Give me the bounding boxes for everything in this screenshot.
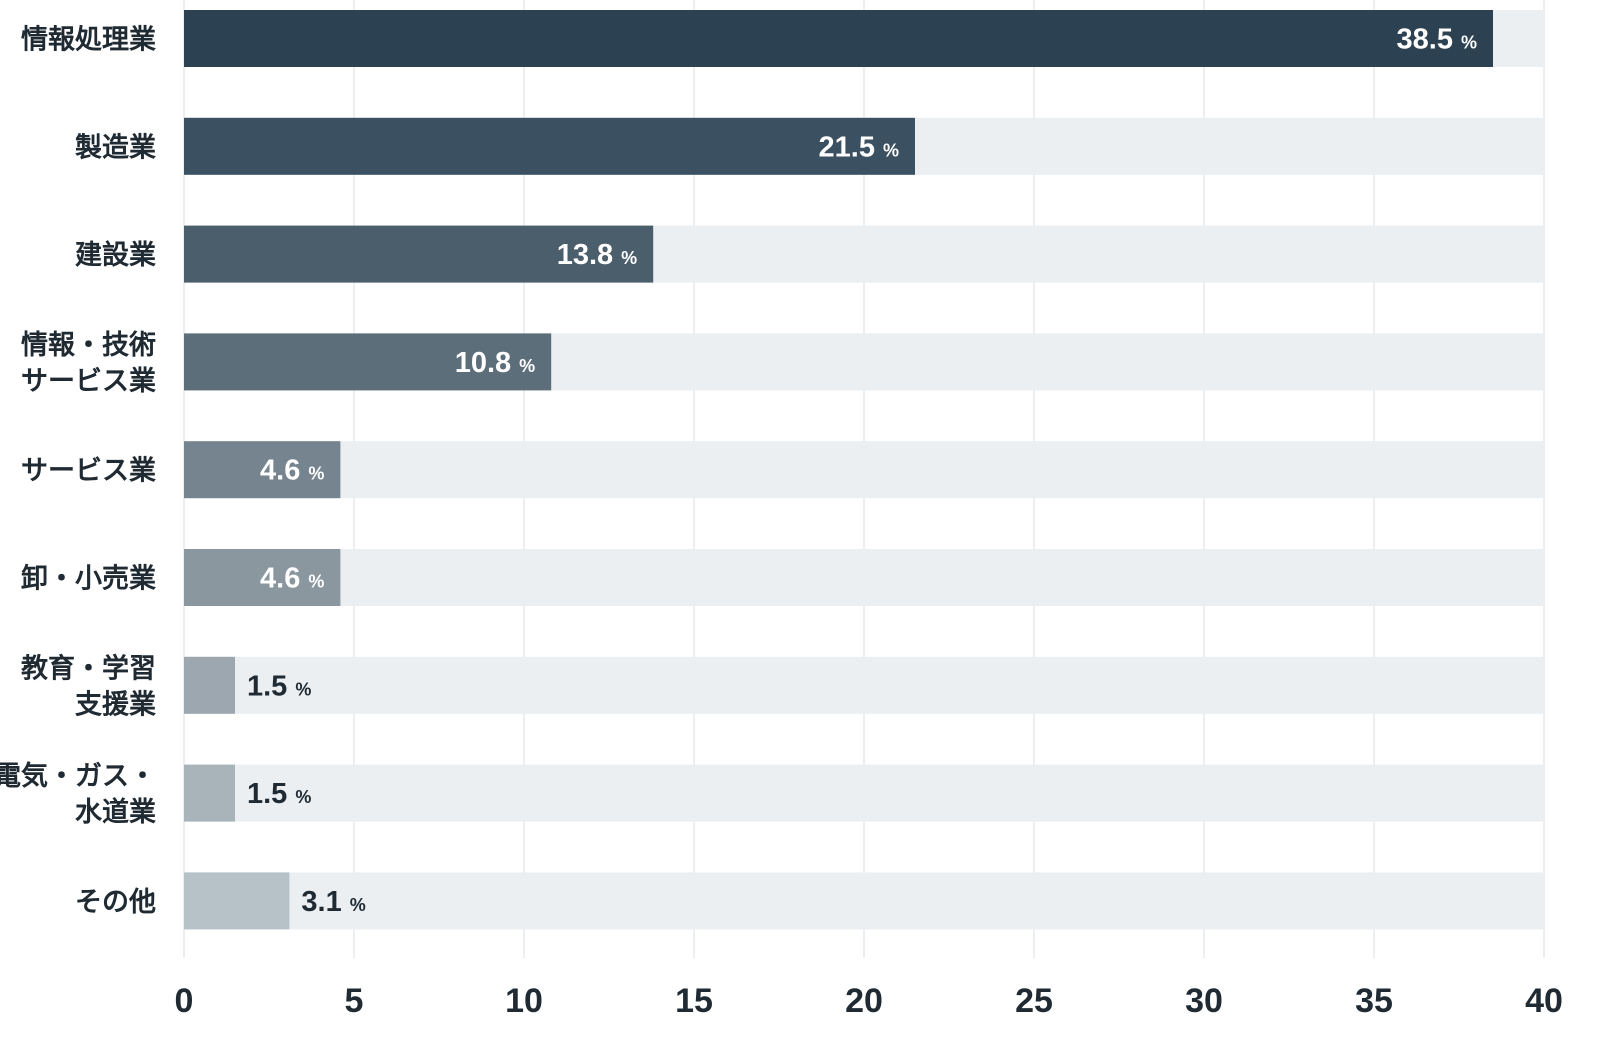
value-label: 4.6% — [260, 455, 324, 487]
bar — [184, 872, 290, 930]
bar-track — [184, 441, 1544, 499]
bar — [184, 656, 235, 714]
value-unit: % — [350, 895, 366, 915]
category-label: 水道業 — [75, 796, 156, 828]
x-tick-label: 10 — [505, 982, 543, 1020]
value-number: 38.5 — [1397, 24, 1453, 56]
value-number: 10.8 — [455, 347, 511, 379]
value-unit: % — [621, 248, 637, 268]
bar-track — [184, 764, 1544, 822]
x-tick-label: 15 — [675, 982, 713, 1020]
category-label: サービス業 — [21, 366, 156, 397]
value-unit: % — [295, 787, 311, 807]
value-label: 3.1% — [301, 886, 365, 918]
x-tick-label: 25 — [1015, 982, 1053, 1020]
x-tick-label: 20 — [845, 982, 883, 1020]
value-number: 1.5 — [247, 670, 287, 702]
value-number: 4.6 — [260, 563, 300, 595]
value-number: 1.5 — [247, 778, 287, 810]
category-label: 建設業 — [75, 239, 156, 271]
x-tick-label: 40 — [1525, 982, 1563, 1020]
x-tick-label: 30 — [1185, 982, 1223, 1020]
value-number: 3.1 — [301, 886, 341, 918]
value-label: 10.8% — [455, 347, 535, 379]
category-label: 製造業 — [75, 132, 156, 163]
category-label: サービス業 — [21, 456, 156, 487]
value-unit: % — [295, 679, 311, 699]
x-tick-label: 0 — [175, 982, 194, 1020]
value-number: 21.5 — [819, 131, 875, 163]
bar-track — [184, 656, 1544, 714]
value-number: 4.6 — [260, 455, 300, 487]
value-label: 1.5% — [247, 670, 311, 702]
bars — [184, 10, 1493, 930]
category-label: 情報処理業 — [21, 24, 156, 56]
x-tick-label: 35 — [1355, 982, 1393, 1020]
category-label: 情報・技術 — [21, 330, 156, 361]
bar — [184, 225, 654, 283]
value-labels: 38.5 %21.5 %13.8 %10.8 %4.6 %4.6 %1.5 %1.5 %3.1% — [247, 24, 1477, 918]
bar — [184, 549, 341, 606]
value-label: 21.5% — [819, 131, 899, 163]
x-tick-label: 5 — [345, 982, 364, 1020]
value-unit: % — [1461, 33, 1477, 53]
x-axis-tick-labels: 0 5 10 15 20 25 30 35 40 — [175, 982, 1563, 1020]
value-label: 13.8% — [557, 239, 637, 271]
value-label: 1.5% — [247, 778, 311, 810]
bar — [184, 333, 552, 391]
category-label: 卸・小売業 — [21, 563, 156, 595]
category-labels: 情報処理業製造業建設業情報・技術サービス業サービス業卸・小売業教育・学習支援業電… — [0, 24, 156, 918]
value-unit: % — [883, 140, 899, 160]
category-label: 教育・学習 — [21, 652, 156, 684]
value-number: 13.8 — [557, 239, 613, 271]
bar — [184, 117, 915, 175]
bar-track — [184, 549, 1544, 606]
category-label: 電気・ガス・ — [0, 760, 156, 792]
value-unit: % — [308, 572, 324, 592]
value-unit: % — [308, 464, 324, 484]
category-label: 支援業 — [75, 689, 156, 720]
bar — [184, 441, 341, 499]
bar — [184, 10, 1493, 67]
value-unit: % — [519, 356, 535, 376]
category-label: その他 — [75, 887, 156, 918]
value-label: 38.5% — [1397, 24, 1477, 56]
bar-track — [184, 872, 1544, 930]
bar — [184, 764, 235, 822]
value-label: 4.6% — [260, 563, 324, 595]
